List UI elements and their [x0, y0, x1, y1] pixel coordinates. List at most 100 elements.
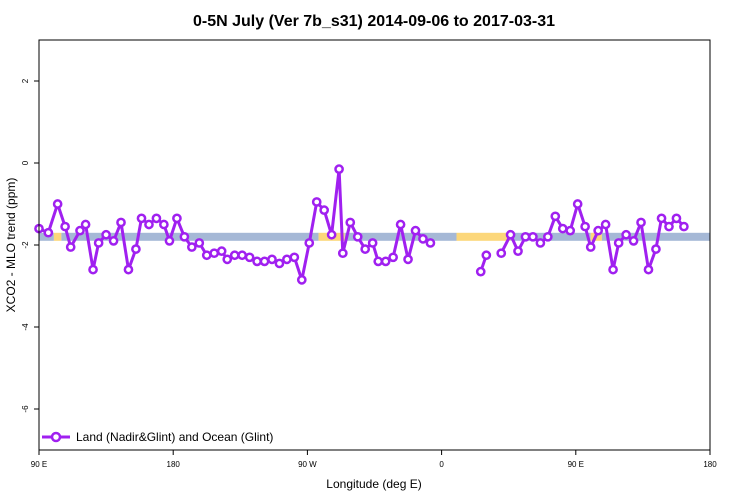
data-point [52, 199, 63, 209]
y-tick-label: -4 [21, 323, 30, 331]
data-point [159, 219, 169, 230]
x-tick-label: 90 E [31, 460, 47, 469]
data-point [319, 205, 330, 215]
data-point [636, 217, 646, 228]
data-point [345, 217, 356, 228]
series-points [34, 164, 689, 285]
band-segment-ocean [53, 232, 62, 241]
data-point [520, 231, 531, 242]
data-point [80, 219, 91, 230]
data-point [304, 238, 315, 248]
x-tick-label: 180 [703, 460, 717, 469]
data-point [352, 231, 363, 242]
data-point [282, 254, 292, 265]
x-tick-label: 180 [167, 460, 181, 469]
data-point [535, 238, 546, 248]
data-point [252, 256, 262, 267]
data-point [60, 221, 70, 232]
band-segment-land [601, 232, 710, 241]
data-point [244, 252, 255, 263]
series-line [38, 167, 432, 282]
y-tick-label: 2 [21, 78, 30, 83]
y-axis: -6 -4 -2 0 2 [21, 78, 39, 413]
data-point [131, 244, 141, 254]
data-point [179, 231, 190, 242]
band-segment-land [61, 232, 319, 241]
x-axis: 90 E 180 90 W 0 90 E 180 [31, 450, 717, 469]
data-point [395, 219, 406, 230]
data-point [267, 254, 277, 265]
data-point [557, 223, 568, 234]
data-point [608, 264, 618, 275]
data-point [65, 242, 76, 252]
data-point [108, 236, 119, 246]
data-point [43, 227, 54, 238]
data-point [528, 231, 538, 242]
legend-label: Land (Nadir&Glint) and Ocean (Glint) [76, 430, 273, 444]
data-point [593, 225, 604, 236]
data-point [311, 197, 322, 207]
data-point [475, 266, 486, 277]
data-point [410, 225, 421, 236]
data-point [513, 246, 523, 256]
data-point [572, 199, 583, 209]
data-point [656, 213, 667, 224]
data-point [209, 248, 220, 259]
data-point [580, 221, 590, 232]
data-point [326, 229, 337, 240]
data-point [367, 238, 378, 248]
data-point [337, 248, 348, 259]
data-point [628, 236, 639, 246]
data-point [296, 275, 307, 285]
data-point [93, 238, 104, 248]
chart-title: 0-5N July (Ver 7b_s31) 2014-09-06 to 201… [193, 13, 555, 30]
legend: Land (Nadir&Glint) and Ocean (Glint) [42, 430, 273, 444]
band-segment-land [344, 232, 457, 241]
data-point [274, 258, 285, 269]
y-axis-label: XCO2 - MLO trend (ppm) [4, 178, 18, 313]
y-tick-label: -2 [21, 241, 30, 249]
data-point [613, 238, 624, 248]
data-point [550, 211, 561, 222]
data-point [289, 252, 300, 263]
data-point [194, 238, 205, 248]
data-point [505, 229, 516, 240]
band-segment-ocean [456, 232, 511, 241]
data-point [373, 256, 384, 267]
data-point [565, 225, 576, 236]
data-point [425, 238, 436, 248]
data-point [216, 246, 227, 256]
data-point [496, 248, 507, 259]
data-point [229, 250, 240, 261]
data-point [144, 219, 154, 230]
x-axis-label: Longitude (deg E) [326, 477, 421, 491]
data-point [186, 242, 197, 252]
data-point [334, 164, 344, 174]
data-point [621, 229, 631, 240]
y-tick-label: 0 [21, 160, 30, 165]
x-tick-label: 90 E [568, 460, 584, 469]
data-point [360, 244, 371, 254]
data-point [600, 219, 611, 230]
data-point [403, 254, 413, 265]
data-point [172, 213, 182, 224]
data-point [481, 250, 492, 261]
data-point [123, 264, 134, 275]
data-point [88, 264, 98, 275]
data-point [679, 221, 689, 232]
data-point [116, 217, 126, 228]
data-point [542, 231, 553, 242]
y-tick-label: -6 [21, 405, 30, 413]
data-point [380, 256, 391, 267]
data-point [671, 213, 682, 224]
legend-marker [50, 431, 62, 443]
x-tick-label: 0 [439, 460, 444, 469]
x-tick-label: 90 W [298, 460, 317, 469]
data-point [259, 256, 270, 267]
data-point [418, 234, 428, 244]
data-point [151, 213, 162, 224]
data-point [643, 264, 654, 275]
data-point [585, 242, 596, 252]
data-point [222, 254, 233, 265]
